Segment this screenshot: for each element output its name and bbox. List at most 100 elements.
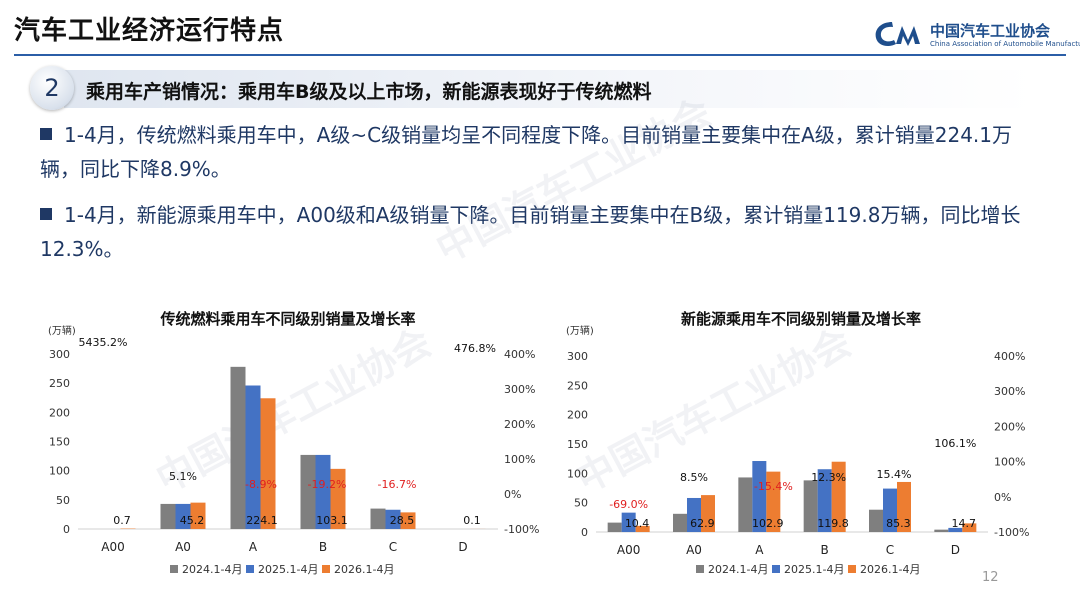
x-tick-label: A00	[617, 543, 640, 557]
bar-0	[934, 529, 949, 532]
y2-tick-label: 200%	[504, 418, 535, 431]
data-label: 102.9	[752, 517, 784, 530]
bar-0	[738, 477, 753, 532]
y2-tick-label: 400%	[994, 350, 1025, 363]
y2-tick-label: 0%	[504, 488, 521, 501]
data-label: 14.7	[951, 517, 976, 530]
y-tick-label: 50	[56, 494, 70, 507]
x-tick-label: C	[389, 540, 397, 554]
bar-0	[300, 454, 316, 529]
y-axis-unit: (万辆)	[48, 324, 76, 337]
data-label: 28.5	[390, 514, 415, 527]
bar-1	[752, 461, 767, 532]
bar-1	[315, 454, 331, 529]
bar-2	[400, 512, 416, 529]
y-tick-label: 250	[567, 379, 588, 392]
bar-1	[883, 488, 897, 532]
legend-swatch-0	[170, 565, 178, 573]
y2-tick-label: -100%	[504, 523, 539, 536]
bar-2	[831, 461, 846, 532]
data-label: 103.1	[316, 514, 348, 527]
legend-swatch-2	[848, 565, 856, 573]
bullet-item: 1-4月，新能源乘用车中，A00级和A级销量下降。目前销量主要集中在B级，累计销…	[40, 198, 1050, 266]
page-number: 12	[982, 570, 999, 585]
legend-swatch-0	[696, 565, 704, 573]
y2-tick-label: 100%	[994, 456, 1025, 469]
caam-logo: 中国汽车工业协会 China Association of Automobile…	[872, 16, 1080, 56]
data-label: 0.1	[463, 514, 481, 527]
y-tick-label: 150	[49, 436, 70, 449]
legend-swatch-2	[322, 565, 330, 573]
legend-label: 2024.1-4月	[182, 563, 242, 576]
bar-0	[370, 508, 386, 529]
y-tick-label: 200	[49, 406, 70, 419]
y2-tick-label: 300%	[994, 385, 1025, 398]
data-label: 0.7	[113, 514, 131, 527]
header-divider	[14, 54, 1066, 56]
growth-label: -8.9%	[245, 478, 277, 491]
bar-2	[635, 525, 650, 532]
bar-2	[897, 481, 911, 532]
growth-label: 8.5%	[680, 471, 708, 484]
x-tick-label: B	[319, 540, 327, 554]
bar-2	[766, 471, 781, 532]
growth-label: -19.2%	[308, 478, 347, 491]
chart-title: 传统燃料乘用车不同级别销量及增长率	[159, 310, 415, 328]
legend-swatch-1	[246, 565, 254, 573]
bar-1	[175, 503, 191, 529]
logo-chinese-name: 中国汽车工业协会	[930, 22, 1051, 40]
data-label: 85.3	[886, 517, 911, 530]
bullet-square-icon	[40, 128, 52, 140]
bar-0	[160, 503, 176, 529]
growth-label: 106.1%	[934, 437, 976, 450]
bullet-square-icon	[40, 208, 52, 220]
bar-1	[385, 509, 401, 529]
bar-0	[869, 509, 883, 532]
bar-1	[687, 497, 701, 532]
y-tick-label: 100	[567, 467, 588, 480]
y-tick-label: 300	[49, 348, 70, 361]
growth-label: -69.0%	[609, 498, 648, 511]
bar-1	[245, 385, 261, 529]
growth-label: 5435.2%	[79, 336, 128, 349]
x-tick-label: A	[755, 543, 764, 557]
y-tick-label: 250	[49, 377, 70, 390]
bar-2	[701, 495, 715, 532]
y-tick-label: 300	[567, 350, 588, 363]
logo-english-name: China Association of Automobile Manufact…	[930, 40, 1080, 48]
bar-0	[673, 513, 687, 532]
bar-2	[330, 468, 346, 529]
y-tick-label: 0	[581, 526, 588, 539]
growth-label: 15.4%	[877, 468, 912, 481]
y2-tick-label: 300%	[504, 383, 535, 396]
growth-label: -15.4%	[754, 480, 793, 493]
data-label: 45.2	[180, 514, 205, 527]
section-heading: 乘用车产销情况：乘用车B级及以上市场，新能源表现好于传统燃料	[86, 81, 652, 103]
data-label: 62.9	[690, 517, 715, 530]
y-axis-unit: (万辆)	[566, 324, 594, 337]
data-label: 224.1	[246, 514, 278, 527]
x-tick-label: A0	[686, 543, 702, 557]
y2-tick-label: 400%	[504, 348, 535, 361]
bar-2	[260, 398, 276, 529]
bar-2	[962, 523, 977, 532]
legend-label: 2025.1-4月	[258, 563, 318, 576]
bar-0	[607, 522, 622, 532]
x-tick-label: A00	[101, 540, 124, 554]
section-banner	[64, 70, 1034, 108]
legend-label: 2024.1-4月	[708, 563, 768, 576]
x-tick-label: A	[249, 540, 258, 554]
y-tick-label: 50	[574, 497, 588, 510]
bar-2	[190, 502, 206, 529]
nev-sales-chart: 新能源乘用车不同级别销量及增长率 (万辆) 0 50 100 150 200 250 300 -1…	[566, 310, 1029, 576]
y-tick-label: 200	[567, 409, 588, 422]
bullet-text: 1-4月，新能源乘用车中，A00级和A级销量下降。目前销量主要集中在B级，累计销…	[40, 203, 1021, 261]
bullet-item: 1-4月，传统燃料乘用车中，A级~C级销量均呈不同程度下降。目前销量主要集中在A…	[40, 118, 1050, 186]
bar-1	[948, 527, 963, 532]
bar-1	[817, 469, 832, 532]
legend-label: 2026.1-4月	[334, 563, 394, 576]
slide-title: 汽车工业经济运行特点	[14, 16, 285, 46]
y2-tick-label: 100%	[504, 453, 535, 466]
x-tick-label: C	[886, 543, 894, 557]
bar-0	[230, 366, 246, 529]
